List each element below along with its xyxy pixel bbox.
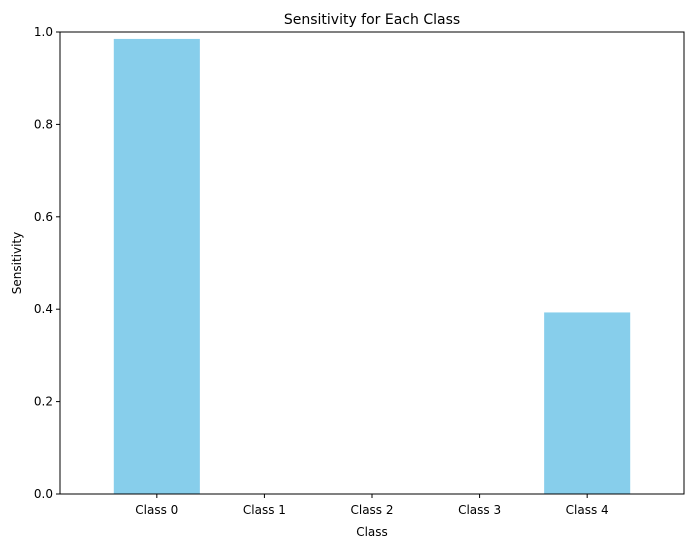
x-tick-label: Class 2: [350, 503, 393, 517]
x-tick-label: Class 4: [566, 503, 609, 517]
x-axis-label: Class: [356, 525, 388, 539]
y-tick-label: 0.4: [34, 302, 53, 316]
bar-class-0: [113, 38, 200, 495]
bars-layer: [113, 38, 631, 495]
y-tick-label: 0.8: [34, 117, 53, 131]
x-tick-label: Class 3: [458, 503, 501, 517]
bar-class-4: [544, 312, 631, 494]
y-tick-label: 1.0: [34, 25, 53, 39]
chart-title: Sensitivity for Each Class: [284, 12, 460, 28]
y-tick-label: 0.6: [34, 210, 53, 224]
x-tick-label: Class 0: [135, 503, 178, 517]
y-ticks: 0.0 0.2 0.4 0.6 0.8 1.0: [34, 25, 60, 501]
y-tick-label: 0.2: [34, 395, 53, 409]
x-tick-label: Class 1: [243, 503, 286, 517]
y-tick-label: 0.0: [34, 487, 53, 501]
x-ticks: Class 0 Class 1 Class 2 Class 3 Class 4: [135, 494, 609, 517]
y-axis-label: Sensitivity: [10, 232, 24, 294]
